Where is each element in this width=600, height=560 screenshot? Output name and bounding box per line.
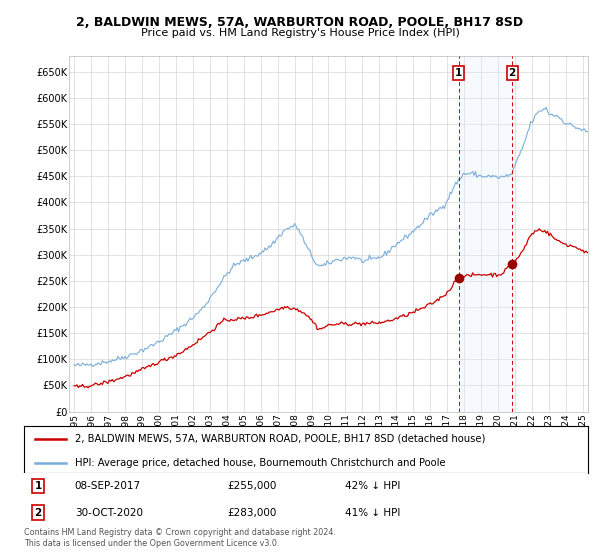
Text: 1: 1 [34,481,42,491]
Text: 30-OCT-2020: 30-OCT-2020 [75,507,143,517]
Text: £255,000: £255,000 [227,481,277,491]
Text: £283,000: £283,000 [227,507,277,517]
Text: 08-SEP-2017: 08-SEP-2017 [75,481,141,491]
Text: Contains HM Land Registry data © Crown copyright and database right 2024.
This d: Contains HM Land Registry data © Crown c… [24,528,336,548]
Text: 2: 2 [34,507,42,517]
Text: 42% ↓ HPI: 42% ↓ HPI [346,481,401,491]
Text: 2, BALDWIN MEWS, 57A, WARBURTON ROAD, POOLE, BH17 8SD (detached house): 2, BALDWIN MEWS, 57A, WARBURTON ROAD, PO… [75,434,485,444]
Text: HPI: Average price, detached house, Bournemouth Christchurch and Poole: HPI: Average price, detached house, Bour… [75,458,445,468]
Bar [459,56,512,412]
Text: 1: 1 [455,68,463,78]
Text: 2: 2 [509,68,516,78]
Text: 2, BALDWIN MEWS, 57A, WARBURTON ROAD, POOLE, BH17 8SD: 2, BALDWIN MEWS, 57A, WARBURTON ROAD, PO… [76,16,524,29]
Text: 41% ↓ HPI: 41% ↓ HPI [346,507,401,517]
Text: Price paid vs. HM Land Registry's House Price Index (HPI): Price paid vs. HM Land Registry's House … [140,28,460,38]
